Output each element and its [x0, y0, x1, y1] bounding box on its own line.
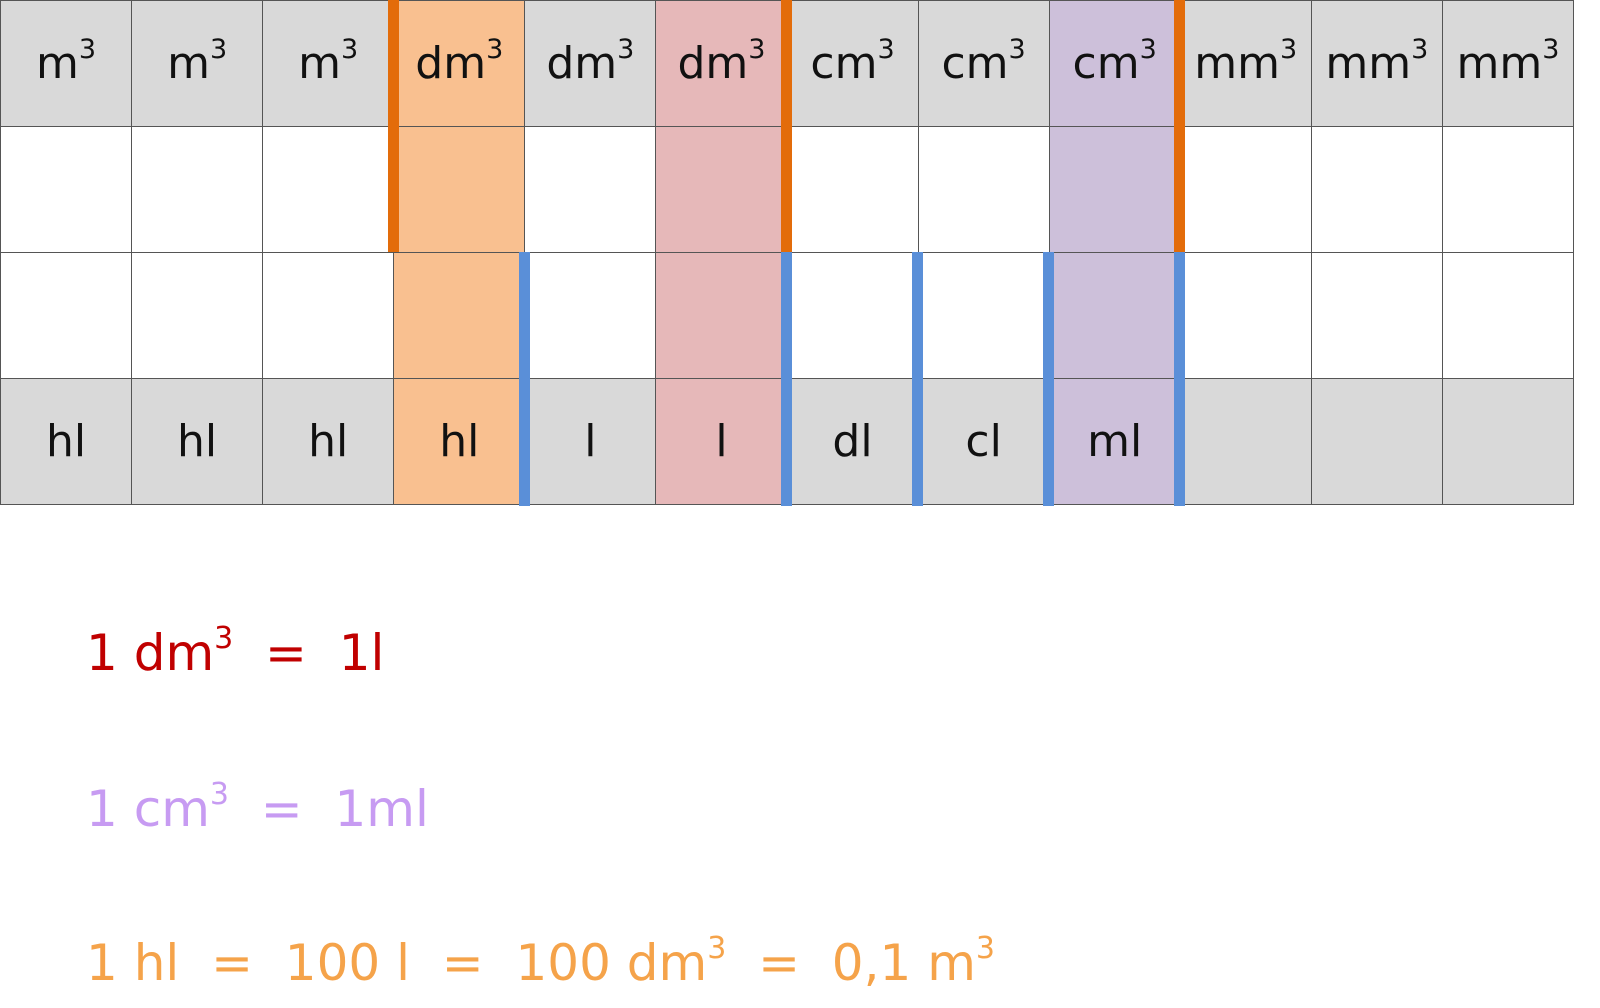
blue-separator-ml-end: [1174, 252, 1185, 506]
unit-cell: cm3: [917, 0, 1050, 127]
blue-separator-dl-cl: [912, 252, 923, 506]
capacity-unit-cell-highlight-purple: ml: [1048, 378, 1181, 505]
unit-cell-highlight-purple: cm3: [1048, 0, 1181, 127]
unit-cell-highlight-orange: dm3: [393, 0, 526, 127]
empty-cell: [262, 252, 395, 379]
blue-separator-cl-ml: [1043, 252, 1054, 506]
orange-separator-m3-dm3: [388, 0, 399, 252]
empty-cell: [131, 252, 264, 379]
unit-cell: dm3: [524, 0, 657, 127]
capacity-unit-cell: l: [524, 378, 657, 505]
empty-cell: [917, 252, 1050, 379]
capacity-unit-cell: [1310, 378, 1443, 505]
empty-cell: [1310, 126, 1443, 253]
empty-cell: [1179, 252, 1312, 379]
unit-cell: cm3: [786, 0, 919, 127]
empty-cell: [1310, 252, 1443, 379]
capacity-units-footer-row: hl hl hl hl l l dl cl ml: [0, 378, 1575, 505]
unit-cell: mm3: [1441, 0, 1575, 127]
empty-cell: [1441, 252, 1575, 379]
unit-cell-highlight-red: dm3: [655, 0, 788, 127]
equation-dm3-liter: 1 dm3 = 1l: [86, 621, 385, 683]
empty-cell-highlight-orange: [393, 252, 526, 379]
unit-cell: m3: [0, 0, 133, 127]
empty-cell: [262, 126, 395, 253]
orange-separator-dm3-cm3: [781, 0, 792, 252]
capacity-unit-cell: [1179, 378, 1312, 505]
capacity-unit-cell-highlight-red: l: [655, 378, 788, 505]
empty-cell: [0, 126, 133, 253]
equation-cm3-milliliter: 1 cm3 = 1ml: [86, 777, 429, 839]
empty-cell: [786, 252, 919, 379]
unit-cell: mm3: [1179, 0, 1312, 127]
empty-cell-highlight-orange: [393, 126, 526, 253]
blue-separator-l-dl: [781, 252, 792, 506]
empty-cell-highlight-red: [655, 126, 788, 253]
empty-cell: [786, 126, 919, 253]
empty-cell-highlight-purple: [1048, 252, 1181, 379]
empty-cell-highlight-purple: [1048, 126, 1181, 253]
capacity-unit-cell-highlight-orange: hl: [393, 378, 526, 505]
capacity-unit-cell: [1441, 378, 1575, 505]
empty-cell: [1179, 126, 1312, 253]
unit-cell: mm3: [1310, 0, 1443, 127]
unit-cell: m3: [131, 0, 264, 127]
capacity-unit-cell: dl: [786, 378, 919, 505]
equation-hectoliter: 1 hl = 100 l = 100 dm3 = 0,1 m3: [86, 931, 995, 993]
empty-row: [0, 126, 1575, 253]
empty-cell: [524, 252, 657, 379]
volume-units-header-row: m3 m3 m3 dm3 dm3 dm3 cm3 cm3 cm3 mm3 mm3…: [0, 0, 1575, 127]
empty-cell: [0, 252, 133, 379]
blue-separator-hl-l: [519, 252, 530, 506]
empty-cell: [131, 126, 264, 253]
empty-cell: [1441, 126, 1575, 253]
empty-cell: [524, 126, 657, 253]
orange-separator-cm3-mm3: [1174, 0, 1185, 252]
capacity-unit-cell: hl: [131, 378, 264, 505]
empty-cell: [917, 126, 1050, 253]
capacity-unit-cell: hl: [262, 378, 395, 505]
capacity-unit-cell: hl: [0, 378, 133, 505]
unit-cell: m3: [262, 0, 395, 127]
capacity-unit-cell: cl: [917, 378, 1050, 505]
unit-conversion-table: m3 m3 m3 dm3 dm3 dm3 cm3 cm3 cm3 mm3 mm3…: [0, 0, 1575, 505]
empty-cell-highlight-red: [655, 252, 788, 379]
